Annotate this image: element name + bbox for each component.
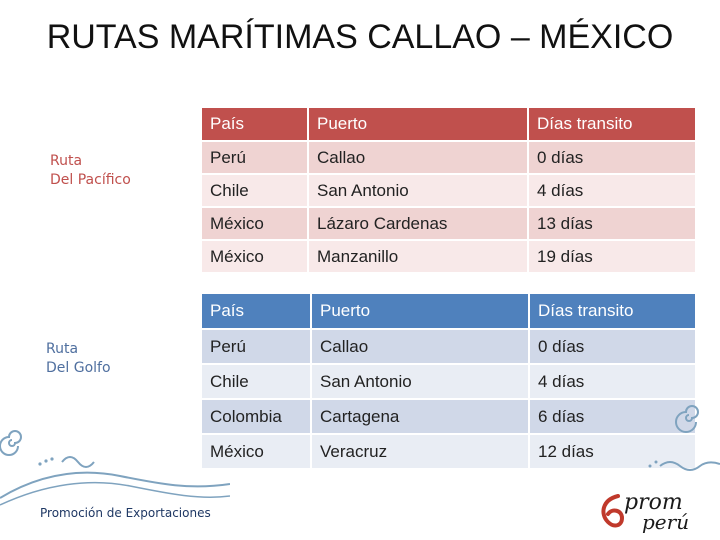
- logo-line1: prom: [624, 490, 683, 515]
- logo-line2: perú: [642, 510, 690, 534]
- table-row: Chile San Antonio 4 días: [200, 173, 697, 208]
- table-row: México Manzanillo 19 días: [200, 239, 697, 274]
- pacifico-routes-table: País Puerto Días transito Perú Callao 0 …: [200, 106, 697, 274]
- cell-pais: Chile: [200, 363, 312, 400]
- header-puerto: Puerto: [310, 292, 530, 330]
- route-label-golfo: Ruta Del Golfo: [46, 340, 111, 378]
- promperu-swirl-icon: [601, 494, 624, 528]
- table-row: Perú Callao 0 días: [200, 328, 697, 365]
- route-label-golfo-line1: Ruta: [46, 341, 79, 357]
- cell-pais: México: [200, 206, 309, 241]
- cell-pais: Colombia: [200, 398, 312, 435]
- cell-dias: 19 días: [527, 239, 697, 274]
- route-label-golfo-line2: Del Golfo: [46, 360, 111, 376]
- table-row: Colombia Cartagena 6 días: [200, 398, 697, 435]
- cell-puerto: San Antonio: [307, 173, 529, 208]
- spiral-ornament-icon: [648, 405, 720, 471]
- wave-ornament-icon: [0, 430, 230, 506]
- cell-puerto: Manzanillo: [307, 239, 529, 274]
- header-dias-transito: Días transito: [528, 292, 697, 330]
- header-pais: País: [200, 292, 312, 330]
- cell-puerto: Cartagena: [310, 398, 530, 435]
- table-row: México Lázaro Cardenas 13 días: [200, 206, 697, 241]
- cell-pais: Perú: [200, 328, 312, 365]
- route-label-pacifico: Ruta Del Pacífico: [50, 152, 131, 190]
- header-dias-transito: Días transito: [527, 106, 697, 142]
- cell-dias: 0 días: [528, 328, 697, 365]
- footer-text: Promoción de Exportaciones: [40, 506, 211, 520]
- cell-dias: 4 días: [528, 363, 697, 400]
- route-label-pacifico-line2: Del Pacífico: [50, 172, 131, 188]
- cell-dias: 13 días: [527, 206, 697, 241]
- cell-pais: México: [200, 433, 312, 470]
- cell-pais: México: [200, 239, 309, 274]
- table-header-row: País Puerto Días transito: [200, 292, 697, 330]
- cell-puerto: Lázaro Cardenas: [307, 206, 529, 241]
- cell-puerto: San Antonio: [310, 363, 530, 400]
- cell-puerto: Callao: [307, 140, 529, 175]
- slide-title: RUTAS MARÍTIMAS CALLAO – MÉXICO: [46, 18, 674, 56]
- cell-pais: Chile: [200, 173, 309, 208]
- table-header-row: País Puerto Días transito: [200, 106, 697, 142]
- golfo-routes-table: País Puerto Días transito Perú Callao 0 …: [200, 292, 697, 470]
- table-row: México Veracruz 12 días: [200, 433, 697, 470]
- header-pais: País: [200, 106, 309, 142]
- cell-dias: 6 días: [528, 398, 697, 435]
- cell-dias: 4 días: [527, 173, 697, 208]
- table-row: Perú Callao 0 días: [200, 140, 697, 175]
- cell-pais: Perú: [200, 140, 309, 175]
- cell-dias: 0 días: [527, 140, 697, 175]
- promperu-logo: prom perú: [598, 490, 708, 534]
- cell-puerto: Veracruz: [310, 433, 530, 470]
- header-puerto: Puerto: [307, 106, 529, 142]
- table-row: Chile San Antonio 4 días: [200, 363, 697, 400]
- cell-puerto: Callao: [310, 328, 530, 365]
- route-label-pacifico-line1: Ruta: [50, 153, 83, 169]
